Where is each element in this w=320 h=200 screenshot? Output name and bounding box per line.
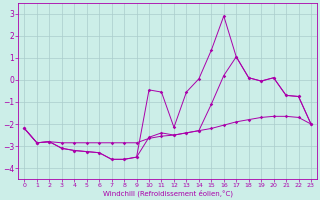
X-axis label: Windchill (Refroidissement éolien,°C): Windchill (Refroidissement éolien,°C) [103,190,233,197]
